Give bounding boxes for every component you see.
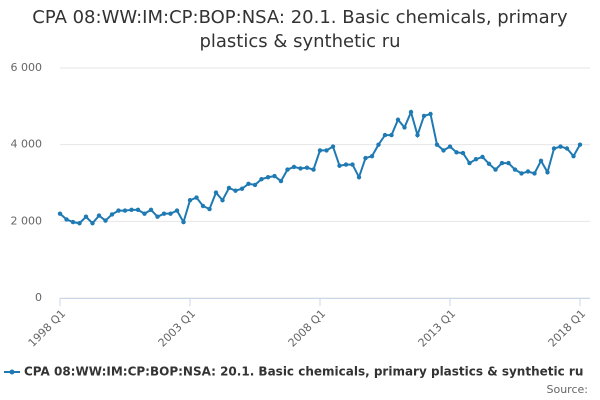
point bbox=[239, 186, 245, 191]
point bbox=[415, 132, 420, 138]
x-tick-label: 1998 Q1 bbox=[26, 307, 69, 350]
point bbox=[278, 178, 284, 184]
point bbox=[577, 142, 583, 147]
point bbox=[57, 211, 63, 216]
point bbox=[200, 203, 206, 209]
point bbox=[402, 125, 407, 130]
point bbox=[363, 155, 368, 161]
point bbox=[434, 142, 440, 147]
point bbox=[265, 175, 271, 180]
y-tick-label: 6 000 bbox=[11, 61, 43, 74]
point bbox=[83, 214, 89, 219]
point bbox=[142, 211, 147, 216]
source: Source: bbox=[547, 383, 589, 396]
point bbox=[395, 117, 401, 122]
point bbox=[473, 157, 479, 162]
point bbox=[571, 153, 576, 159]
x-tick-label: 2018 Q1 bbox=[546, 307, 589, 350]
point bbox=[545, 170, 550, 175]
point bbox=[298, 166, 303, 171]
point bbox=[512, 167, 518, 172]
point bbox=[538, 158, 544, 163]
point bbox=[77, 221, 82, 226]
point bbox=[213, 190, 219, 195]
y-tick-label: 0 bbox=[35, 291, 42, 304]
point bbox=[304, 165, 310, 170]
point bbox=[109, 212, 115, 217]
point bbox=[493, 167, 498, 172]
point bbox=[233, 188, 238, 193]
point bbox=[246, 181, 251, 186]
point bbox=[317, 148, 323, 153]
legend-label: CPA 08:WW:IM:CP:BOP:NSA: 20.1. Basic che… bbox=[24, 365, 583, 379]
point bbox=[194, 195, 199, 200]
point bbox=[506, 160, 511, 166]
point bbox=[64, 217, 69, 222]
point bbox=[330, 144, 336, 149]
x-tick-label: 2008 Q1 bbox=[286, 307, 329, 350]
point bbox=[480, 154, 485, 160]
point bbox=[259, 176, 264, 182]
point bbox=[70, 219, 76, 225]
point bbox=[343, 162, 349, 167]
point bbox=[285, 167, 290, 172]
point bbox=[356, 175, 362, 180]
point bbox=[454, 150, 459, 155]
x-tick-label: 2013 Q1 bbox=[416, 307, 459, 350]
point bbox=[226, 185, 232, 191]
y-tick-label: 4 000 bbox=[11, 138, 43, 151]
point bbox=[187, 198, 193, 203]
point bbox=[519, 171, 524, 176]
point bbox=[551, 146, 557, 151]
point bbox=[408, 109, 414, 115]
point bbox=[135, 207, 141, 213]
series-line bbox=[59, 109, 581, 225]
point bbox=[291, 164, 297, 170]
point bbox=[116, 208, 121, 213]
point bbox=[122, 208, 128, 213]
point bbox=[311, 167, 316, 172]
point bbox=[96, 213, 102, 218]
point bbox=[207, 206, 212, 212]
point bbox=[428, 111, 433, 117]
point bbox=[389, 132, 394, 138]
point bbox=[103, 218, 108, 223]
y-tick-label: 2 000 bbox=[11, 214, 43, 227]
point bbox=[129, 207, 134, 213]
point bbox=[421, 113, 427, 119]
point bbox=[486, 161, 492, 167]
point bbox=[155, 214, 160, 219]
point bbox=[252, 182, 258, 188]
point bbox=[558, 144, 563, 149]
point bbox=[220, 198, 225, 203]
point bbox=[369, 153, 375, 159]
point bbox=[90, 221, 95, 226]
point bbox=[161, 211, 167, 216]
point bbox=[174, 208, 180, 213]
x-tick-label: 2003 Q1 bbox=[156, 307, 199, 350]
point bbox=[564, 146, 570, 151]
point bbox=[148, 207, 154, 213]
point bbox=[499, 160, 505, 166]
point bbox=[532, 171, 537, 176]
point bbox=[441, 148, 446, 153]
chart-title: CPA 08:WW:IM:CP:BOP:NSA: 20.1. Basic che… bbox=[32, 7, 568, 52]
point bbox=[337, 163, 342, 168]
point bbox=[467, 160, 472, 166]
point bbox=[376, 142, 381, 147]
point bbox=[181, 219, 186, 225]
point bbox=[168, 211, 173, 216]
legend-marker bbox=[9, 369, 15, 375]
point bbox=[447, 144, 453, 149]
point bbox=[460, 150, 466, 156]
point bbox=[525, 169, 531, 174]
point bbox=[272, 173, 277, 179]
point bbox=[350, 162, 355, 167]
point bbox=[324, 148, 329, 153]
point bbox=[382, 132, 388, 138]
